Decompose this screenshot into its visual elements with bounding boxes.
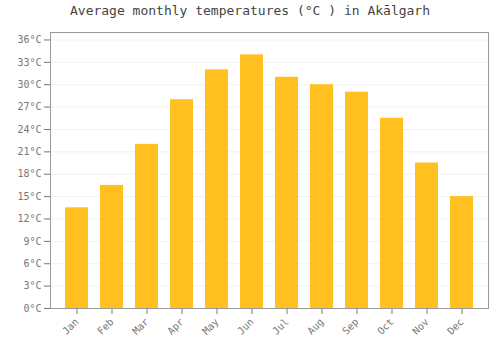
svg-text:3°C: 3°C <box>23 280 41 291</box>
svg-text:33°C: 33°C <box>17 57 41 68</box>
svg-text:Aug: Aug <box>305 316 326 337</box>
svg-text:18°C: 18°C <box>17 168 41 179</box>
svg-text:27°C: 27°C <box>17 101 41 112</box>
svg-text:Jun: Jun <box>235 316 256 337</box>
svg-text:Nov: Nov <box>410 316 431 337</box>
svg-text:0°C: 0°C <box>23 303 41 314</box>
svg-text:15°C: 15°C <box>17 191 41 202</box>
svg-text:Feb: Feb <box>95 316 116 337</box>
svg-text:12°C: 12°C <box>17 213 41 224</box>
svg-text:24°C: 24°C <box>17 124 41 135</box>
svg-text:Jul: Jul <box>270 316 291 337</box>
svg-text:30°C: 30°C <box>17 79 41 90</box>
svg-text:May: May <box>200 316 221 337</box>
svg-text:21°C: 21°C <box>17 146 41 157</box>
svg-text:Dec: Dec <box>445 316 466 337</box>
svg-text:36°C: 36°C <box>17 34 41 45</box>
svg-text:Apr: Apr <box>165 316 186 337</box>
html-text:Average monthly temperatures (: Average monthly temperatures (°C ) in Ak… <box>70 3 430 18</box>
svg-text:6°C: 6°C <box>23 258 41 269</box>
svg-text:Oct: Oct <box>375 316 396 337</box>
svg-text:Mar: Mar <box>130 316 151 337</box>
svg-text:9°C: 9°C <box>23 236 41 247</box>
svg-text:Jan: Jan <box>60 316 81 337</box>
svg-text:Sep: Sep <box>340 316 361 337</box>
